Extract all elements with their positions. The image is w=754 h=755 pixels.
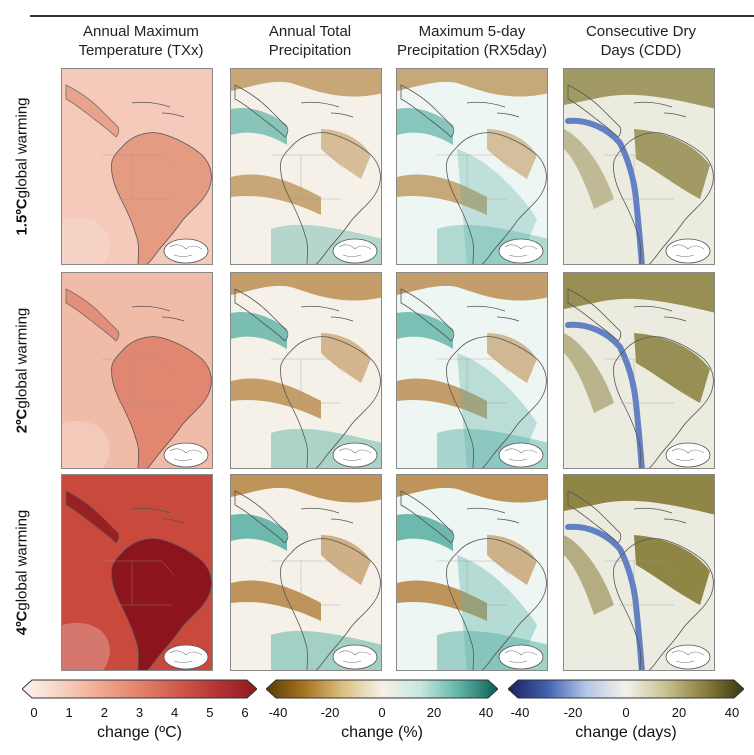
map-panel-annual-precip-4c	[230, 474, 382, 671]
map-image	[397, 475, 547, 670]
colorbar-tick-label: -20	[320, 705, 340, 720]
map-panel-rx5day-4c	[396, 474, 548, 671]
map-panel-annual-precip-1-5c	[230, 68, 382, 265]
top-rule	[30, 15, 754, 17]
colorbar-tick-label: -20	[563, 705, 583, 720]
colorbar-tick-label: 40	[724, 705, 740, 720]
column-header-txx: Annual Maximum Temperature (TXx)	[61, 22, 221, 60]
colorbar-tick-label: 4	[171, 705, 179, 720]
map-panel-cdd-2c	[563, 272, 715, 469]
globe-inset	[498, 442, 544, 468]
column-header-line: Precipitation	[268, 42, 352, 59]
map-panel-cdd-4c	[563, 474, 715, 671]
globe-inset	[332, 644, 378, 670]
colorbar-tick-label: -40	[510, 705, 530, 720]
globe-inset	[665, 644, 711, 670]
map-image	[397, 69, 547, 264]
globe-inset	[163, 238, 209, 264]
globe-inset	[332, 238, 378, 264]
row-label-2c: 2ºC global warming	[13, 307, 31, 434]
map-panel-rx5day-1-5c	[396, 68, 548, 265]
globe-inset	[665, 442, 711, 468]
column-header-rx5day: Maximum 5-day Precipitation (RX5day)	[392, 22, 552, 60]
colorbar-tick-label: -40	[268, 705, 288, 720]
colorbar-title-days: change (days)	[575, 724, 677, 741]
colorbar-tick-label: 2	[100, 705, 108, 720]
map-panel-txx-2c	[61, 272, 213, 469]
column-header-line: Consecutive Dry	[585, 23, 697, 40]
map-panel-rx5day-2c	[396, 272, 548, 469]
map-image	[397, 273, 547, 468]
globe-inset	[665, 238, 711, 264]
globe-inset	[163, 442, 209, 468]
map-image	[564, 69, 714, 264]
column-header-cdd: Consecutive Dry Days (CDD)	[561, 22, 721, 60]
column-header-line: Days (CDD)	[600, 42, 682, 59]
row-label-4c: 4ºC global warming	[13, 509, 31, 636]
colorbar-tick-label: 20	[426, 705, 442, 720]
column-header-line: Temperature (TXx)	[78, 42, 204, 59]
map-panel-annual-precip-2c	[230, 272, 382, 469]
globe-inset	[332, 442, 378, 468]
column-header-line: Precipitation (RX5day)	[396, 42, 548, 59]
map-image	[231, 69, 381, 264]
colorbar-tick-label: 1	[65, 705, 73, 720]
colorbar-tick-label: 6	[241, 705, 249, 720]
map-panel-cdd-1-5c	[563, 68, 715, 265]
colorbar-days	[508, 679, 744, 699]
colorbar-title-temperature: change (ºC)	[97, 724, 182, 741]
colorbar-tick-label: 0	[30, 705, 38, 720]
map-image	[231, 273, 381, 468]
map-image	[231, 475, 381, 670]
map-image	[62, 475, 212, 670]
globe-inset	[163, 644, 209, 670]
colorbar-tick-label: 3	[135, 705, 144, 720]
map-image	[62, 273, 212, 468]
colorbar-precipitation	[266, 679, 498, 699]
colorbar-temperature	[22, 679, 257, 699]
colorbar-tick-label: 5	[206, 705, 214, 720]
colorbar-tick-label: 40	[478, 705, 494, 720]
map-image	[564, 273, 714, 468]
row-label-1-5c: 1.5ºC global warming	[13, 97, 31, 236]
map-panel-txx-4c	[61, 474, 213, 671]
globe-inset	[498, 238, 544, 264]
column-header-annual-precip: Annual Total Precipitation	[230, 22, 390, 60]
column-header-line: Annual Total	[268, 23, 352, 40]
colorbar-tick-label: 20	[671, 705, 687, 720]
map-image	[62, 69, 212, 264]
colorbar-tick-label: 0	[378, 705, 386, 720]
colorbar-title-precipitation: change (%)	[341, 724, 423, 741]
map-image	[564, 475, 714, 670]
column-header-line: Maximum 5-day	[418, 23, 526, 40]
map-panel-txx-1-5c	[61, 68, 213, 265]
column-header-line: Annual Maximum	[83, 23, 199, 40]
colorbar-tick-label: 0	[622, 705, 630, 720]
globe-inset	[498, 644, 544, 670]
